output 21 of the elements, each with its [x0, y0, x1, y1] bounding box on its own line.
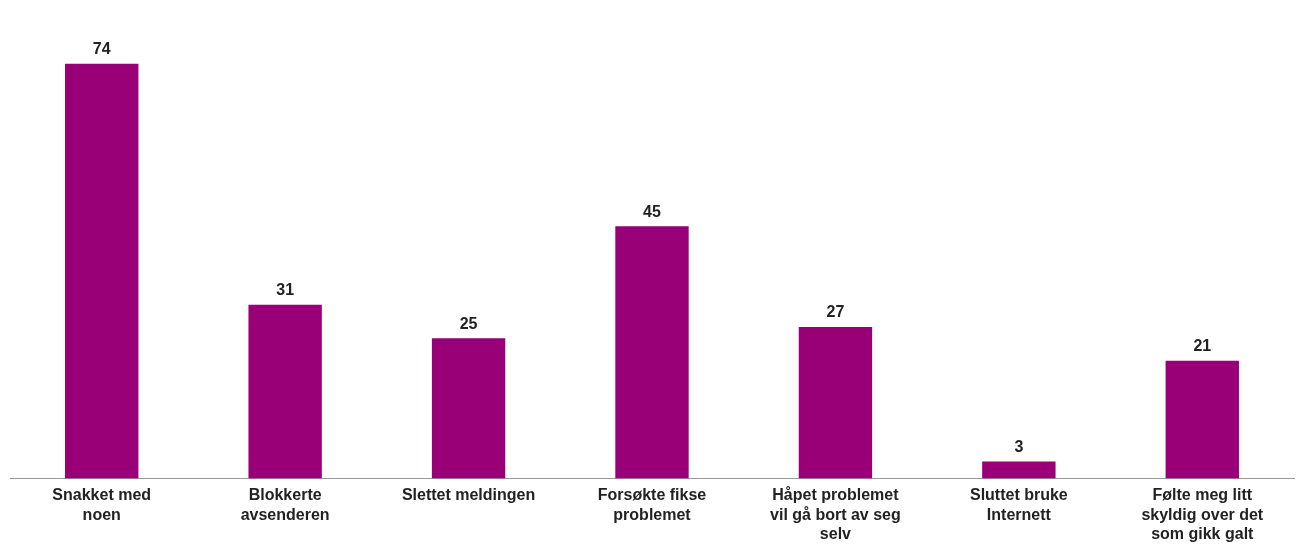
data-label: 31: [276, 281, 295, 299]
bar: [248, 304, 322, 479]
data-label: 21: [1193, 337, 1212, 355]
x-tick-label: Sluttet bruke Internett: [969, 486, 1068, 523]
bar: [798, 327, 873, 479]
x-tick-label: Håpet problemet vil gå bort av seg selv: [770, 486, 901, 542]
data-label: 3: [1014, 437, 1024, 455]
bar: [65, 63, 139, 479]
data-label: 74: [92, 40, 111, 58]
x-tick-label: Forsøkte fikse problemet: [597, 486, 707, 523]
bar: [615, 226, 689, 479]
data-label: 25: [459, 314, 478, 332]
bar: [982, 461, 1056, 479]
x-tick-label: Slettet meldingen: [401, 486, 536, 504]
data-label: 45: [643, 202, 661, 220]
x-tick-label: Snakket med noen: [52, 486, 152, 523]
data-label: 27: [826, 303, 845, 321]
x-tick-label: Blokkerte avsenderen: [240, 486, 330, 523]
bar: [431, 338, 506, 479]
bar: [1165, 360, 1239, 479]
x-tick-label: Følte meg litt skyldig over det som gikk galt: [1141, 486, 1264, 542]
